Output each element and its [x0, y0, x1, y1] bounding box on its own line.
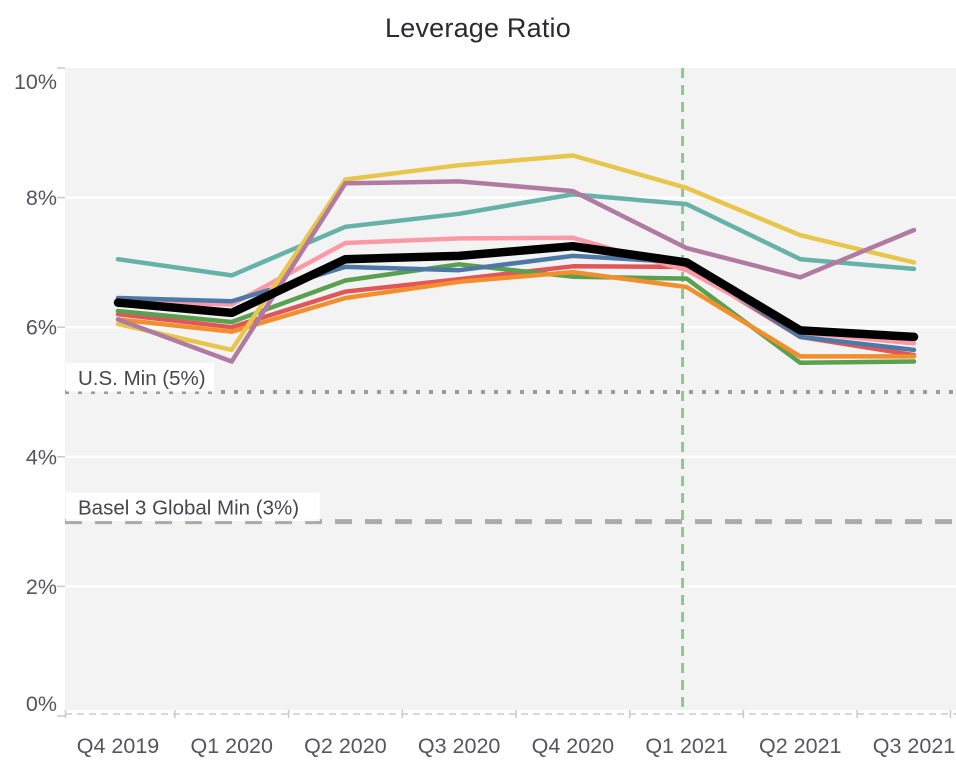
series-line-purple[interactable]	[115, 179, 917, 364]
x-axis-label-7: Q3 2021	[873, 734, 955, 758]
y-axis-label-8: 8%	[26, 186, 57, 210]
x-axis-label-3: Q3 2020	[418, 734, 501, 758]
y-axis-label-6: 6%	[26, 316, 57, 340]
y-axis-label-0: 0%	[26, 692, 57, 716]
series-line-orange[interactable]	[115, 269, 917, 359]
chart-title: Leverage Ratio	[385, 13, 571, 43]
x-axis-label-2: Q2 2020	[304, 734, 387, 758]
y-axis-label-10: 10%	[14, 70, 57, 94]
x-axis-label-4: Q4 2020	[532, 734, 615, 758]
annotation-label-0: U.S. Min (5%)	[78, 367, 206, 390]
series-line-teal[interactable]	[115, 192, 917, 278]
y-axis-label-4: 4%	[26, 445, 57, 469]
annotation-label-1: Basel 3 Global Min (3%)	[78, 497, 299, 520]
series-line-blue[interactable]	[115, 253, 917, 353]
annotation-bg-1	[66, 492, 320, 522]
x-axis-label-5: Q1 2021	[645, 734, 727, 758]
series-line-average[interactable]	[113, 241, 919, 342]
y-axis-label-2: 2%	[26, 575, 57, 599]
series-line-green[interactable]	[115, 262, 917, 366]
annotation-bg-0	[66, 363, 214, 392]
x-axis-label-1: Q1 2020	[190, 734, 273, 758]
x-axis-label-0: Q4 2019	[77, 734, 159, 758]
series-line-yellow[interactable]	[115, 153, 917, 353]
x-axis-label-6: Q2 2021	[759, 734, 841, 758]
